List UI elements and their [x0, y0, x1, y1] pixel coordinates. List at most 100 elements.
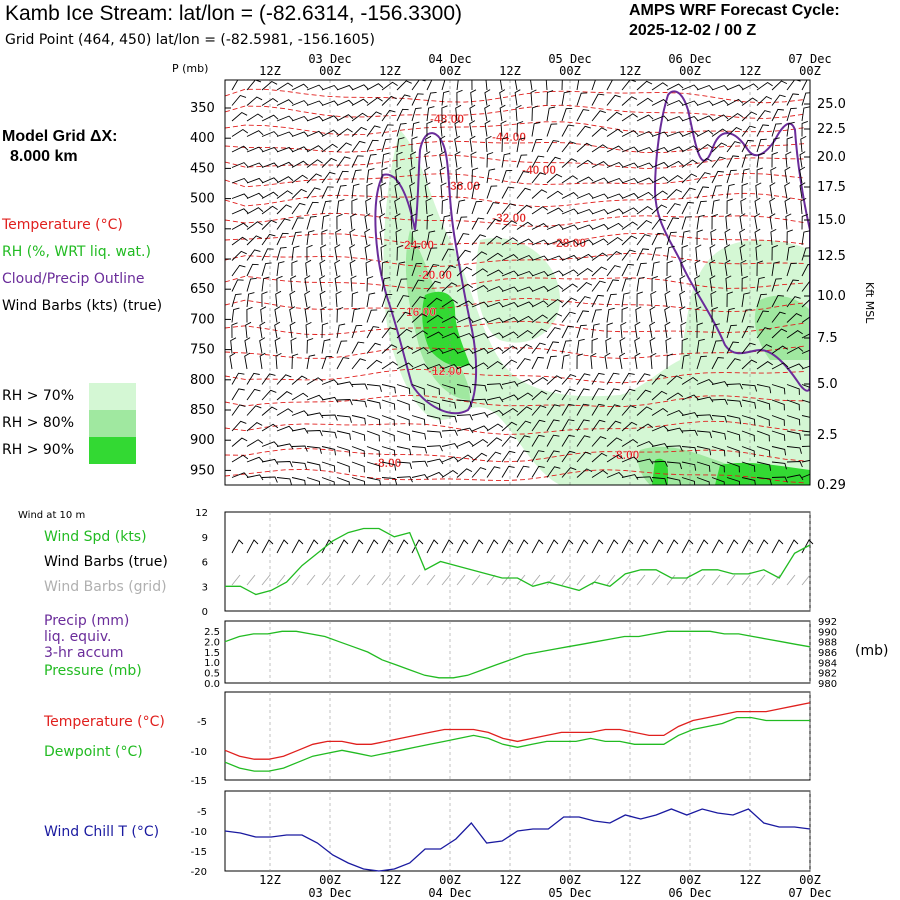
wind-barb-true — [411, 539, 424, 554]
wind-barb — [351, 399, 367, 408]
wind-barb — [726, 383, 743, 390]
wind-barb — [591, 208, 609, 215]
wind-barb — [636, 146, 654, 153]
wind-barb — [336, 430, 351, 440]
wind-barb — [546, 140, 560, 153]
wind-barb — [396, 430, 411, 441]
mb-unit-label: (mb) — [855, 643, 889, 659]
wind-barb — [516, 301, 534, 308]
wind-barb — [500, 120, 507, 137]
wind-ytick: 9 — [202, 533, 208, 544]
wind-barb — [231, 454, 249, 463]
wind-barb — [756, 310, 769, 323]
wind-barb — [666, 83, 684, 91]
wind-barb — [516, 154, 528, 168]
wind-barb — [695, 244, 702, 261]
wind-barb — [349, 244, 356, 261]
wind-barb — [696, 186, 709, 199]
wind-barb — [516, 450, 530, 463]
wind-barb — [501, 316, 519, 323]
wind-barb — [349, 228, 356, 246]
top-hour-label: 00Z — [559, 64, 581, 78]
wind-barb — [695, 306, 702, 323]
wind-barb — [771, 362, 789, 370]
wind-barb — [501, 345, 518, 354]
wind-barb — [546, 312, 563, 323]
wind-barb — [756, 430, 770, 442]
temperature-contour — [225, 192, 806, 208]
wind-barb — [546, 450, 560, 463]
wind-barb-true — [666, 539, 679, 554]
wind-barb — [516, 121, 524, 137]
wind-barb-true — [246, 539, 259, 554]
wind-barb — [351, 291, 359, 308]
wind-barb — [771, 430, 786, 441]
wind-barb — [801, 430, 810, 433]
wind-barb — [456, 363, 474, 370]
pressure-tick-label: 750 — [190, 343, 215, 358]
wind-barb — [306, 446, 322, 454]
wind-barb — [769, 182, 776, 199]
wind-barb — [591, 80, 596, 91]
wind-barb — [231, 293, 242, 308]
wind-barb — [409, 182, 416, 199]
wind-barb — [336, 446, 351, 457]
wind-barb — [591, 452, 608, 463]
wind-barb — [291, 353, 299, 370]
wind-barb — [591, 469, 609, 478]
wind-barb — [276, 461, 293, 468]
wind-barb — [771, 384, 786, 395]
wind-barb — [441, 299, 458, 308]
wind-barb — [306, 130, 324, 137]
wind-barb — [486, 332, 504, 339]
wind-barb — [711, 357, 724, 370]
wind-barb — [621, 192, 639, 199]
wind-barb-true — [501, 539, 514, 554]
wind-barb — [351, 477, 366, 485]
wind-barb — [741, 168, 750, 184]
wind-barb — [576, 435, 591, 447]
wind-barb — [696, 430, 713, 439]
wind-barb — [741, 359, 758, 370]
wind-barb — [456, 427, 474, 434]
wind-barb — [486, 252, 503, 261]
wind-barb — [621, 113, 638, 122]
wind-barb — [501, 136, 509, 153]
wind-barb — [441, 231, 453, 246]
liq-equiv-label: liq. equiv. — [44, 629, 112, 645]
wind-barb — [621, 130, 639, 137]
wind-barb — [681, 477, 696, 485]
wind-barb-true — [366, 539, 379, 554]
wind-barb — [546, 466, 561, 478]
wind-barb — [321, 200, 332, 215]
wind-barb — [441, 316, 459, 323]
wind-barb — [246, 439, 264, 447]
wind-barb — [546, 207, 564, 215]
wind-barb — [366, 359, 383, 370]
wind-barb — [261, 291, 268, 308]
wind-barb — [711, 84, 729, 91]
wind-barb — [591, 223, 609, 230]
wind-barb — [666, 131, 684, 137]
wind-barb — [664, 321, 671, 339]
wind-barb — [426, 445, 443, 452]
wind-barb-grid — [801, 574, 811, 586]
wind-barb — [681, 216, 692, 230]
wind-barb-true — [636, 539, 649, 554]
wind-barb — [381, 167, 388, 184]
top-hour-label: 00Z — [679, 64, 701, 78]
wind-barb — [711, 415, 728, 423]
wind-barb — [726, 112, 743, 122]
temperature-contour — [225, 154, 806, 169]
wind-barb — [619, 352, 626, 370]
wind-barb — [411, 330, 428, 339]
wind-barb — [501, 220, 518, 230]
wind-barb — [426, 80, 433, 91]
wind-barb — [350, 213, 357, 230]
wind-barb — [501, 169, 513, 184]
wind-barb — [531, 285, 549, 292]
wind-barb — [396, 94, 411, 106]
wind-barb — [621, 221, 638, 230]
wind-barb — [306, 159, 323, 168]
wind-barb — [636, 162, 654, 168]
